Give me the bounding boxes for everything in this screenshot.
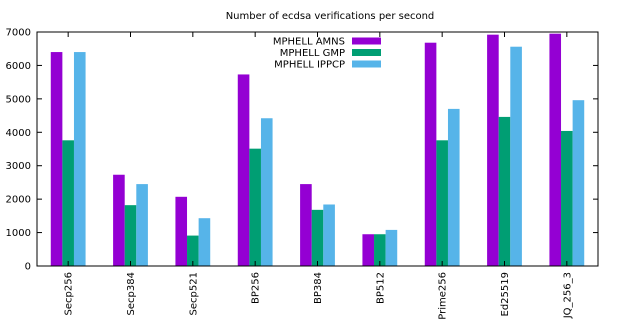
- y-tick-label: 5000: [6, 94, 31, 105]
- bar-2-8: [572, 100, 585, 266]
- bar-1-2: [187, 235, 199, 266]
- bar-0-1: [113, 174, 125, 266]
- y-tick-label: 0: [25, 262, 31, 273]
- x-tick-label: Secp256: [64, 272, 75, 315]
- bar-2-1: [136, 184, 148, 266]
- bar-2-0: [73, 52, 86, 267]
- x-tick-label: BP512: [375, 272, 386, 304]
- bar-0-7: [487, 34, 499, 266]
- bar-1-3: [249, 148, 261, 266]
- x-tick-label: JQ_256_3: [562, 272, 573, 319]
- y-tick-label: 6000: [6, 61, 31, 72]
- legend-label-0: MPHELL AMNS: [273, 37, 345, 48]
- x-tick-label: Secp521: [188, 272, 199, 315]
- bar-0-5: [362, 234, 375, 266]
- legend-swatch-1: [352, 49, 381, 56]
- bar-1-8: [561, 130, 573, 266]
- x-tick-label: BP256: [251, 272, 262, 304]
- x-tick-label: BP384: [313, 272, 324, 304]
- bar-2-3: [260, 118, 273, 266]
- x-tick-label: Prime256: [438, 272, 449, 320]
- bar-1-5: [374, 234, 386, 266]
- bar-0-6: [424, 42, 437, 267]
- bar-1-0: [62, 140, 74, 266]
- y-tick-label: 7000: [6, 28, 31, 39]
- bar-1-7: [498, 116, 511, 266]
- bar-0-2: [175, 196, 188, 266]
- x-tick-label: Secp384: [126, 272, 137, 315]
- legend-swatch-0: [352, 37, 381, 45]
- bar-2-2: [198, 218, 211, 266]
- y-tick-label: 2000: [6, 195, 31, 206]
- bar-0-0: [50, 52, 63, 267]
- legend-label-1: MPHELL GMP: [280, 48, 345, 59]
- axes-layer: 0 1000 2000 3000 4000 5000 6000 7000 Secp256 Secp…: [6, 28, 599, 320]
- x-tick-label: Ed25519: [500, 272, 511, 316]
- bar-0-3: [237, 74, 250, 266]
- y-tick-label: 4000: [6, 128, 31, 139]
- y-tick-label: 1000: [6, 228, 31, 239]
- bar-0-8: [549, 33, 562, 266]
- bar-2-5: [385, 229, 398, 266]
- legend-swatch-2: [352, 60, 381, 68]
- legend-label-2: MPHELL IPPCP: [274, 60, 345, 71]
- chart-title: Number of ecdsa verifications per second: [226, 11, 435, 22]
- bar-2-7: [510, 46, 522, 267]
- bar-2-6: [447, 108, 460, 266]
- bar-1-1: [124, 205, 137, 266]
- bar-1-4: [311, 209, 324, 266]
- bar-2-4: [323, 204, 335, 266]
- y-tick-label: 3000: [6, 161, 31, 172]
- bar-1-6: [436, 140, 448, 266]
- bar-0-4: [300, 184, 312, 266]
- bars-layer: [50, 33, 585, 267]
